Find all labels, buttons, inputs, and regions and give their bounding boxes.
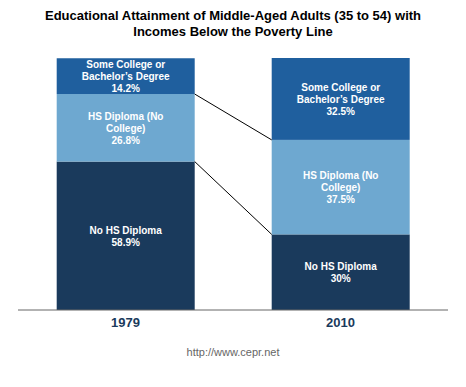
svg-text:Some College orBachelor’s Degr: Some College orBachelor’s Degree14.2% [82,59,170,94]
svg-text:Some College orBachelor’s Degr: Some College orBachelor’s Degree32.5% [297,81,385,116]
svg-text:2010: 2010 [326,315,355,330]
html-text:http://www.cepr.net: http://www.cepr.net [186,346,280,358]
svg-text:No HS Diploma30%: No HS Diploma30% [305,261,378,284]
svg-text:No HS Diploma58.9%: No HS Diploma58.9% [90,224,163,247]
html-text:Educational Attainment of Midd: Educational Attainment of Middle-Aged Ad… [45,8,421,39]
svg-text:HS Diploma (NoCollege)37.5%: HS Diploma (NoCollege)37.5% [303,170,379,205]
svg-text:1979: 1979 [111,315,140,330]
svg-text:HS Diploma (NoCollege)26.8%: HS Diploma (NoCollege)26.8% [88,110,164,145]
